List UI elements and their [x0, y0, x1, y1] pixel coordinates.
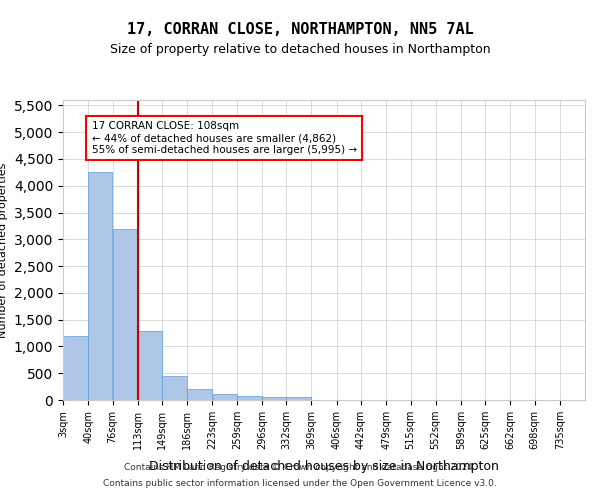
Bar — [187, 390, 212, 400]
Y-axis label: Number of detached properties: Number of detached properties — [0, 162, 8, 338]
Text: Size of property relative to detached houses in Northampton: Size of property relative to detached ho… — [110, 42, 490, 56]
Text: Contains public sector information licensed under the Open Government Licence v3: Contains public sector information licen… — [103, 478, 497, 488]
Text: Contains HM Land Registry data © Crown copyright and database right 2024.: Contains HM Land Registry data © Crown c… — [124, 464, 476, 472]
Bar — [63, 336, 88, 400]
Bar — [262, 396, 286, 400]
Bar — [162, 376, 187, 400]
Bar — [113, 228, 137, 400]
Text: 17 CORRAN CLOSE: 108sqm
← 44% of detached houses are smaller (4,862)
55% of semi: 17 CORRAN CLOSE: 108sqm ← 44% of detache… — [92, 122, 356, 154]
Bar — [237, 396, 262, 400]
Text: 17, CORRAN CLOSE, NORTHAMPTON, NN5 7AL: 17, CORRAN CLOSE, NORTHAMPTON, NN5 7AL — [127, 22, 473, 38]
Bar — [212, 394, 236, 400]
Bar — [138, 332, 162, 400]
Bar — [286, 397, 311, 400]
X-axis label: Distribution of detached houses by size in Northampton: Distribution of detached houses by size … — [149, 460, 499, 473]
Bar — [88, 172, 112, 400]
